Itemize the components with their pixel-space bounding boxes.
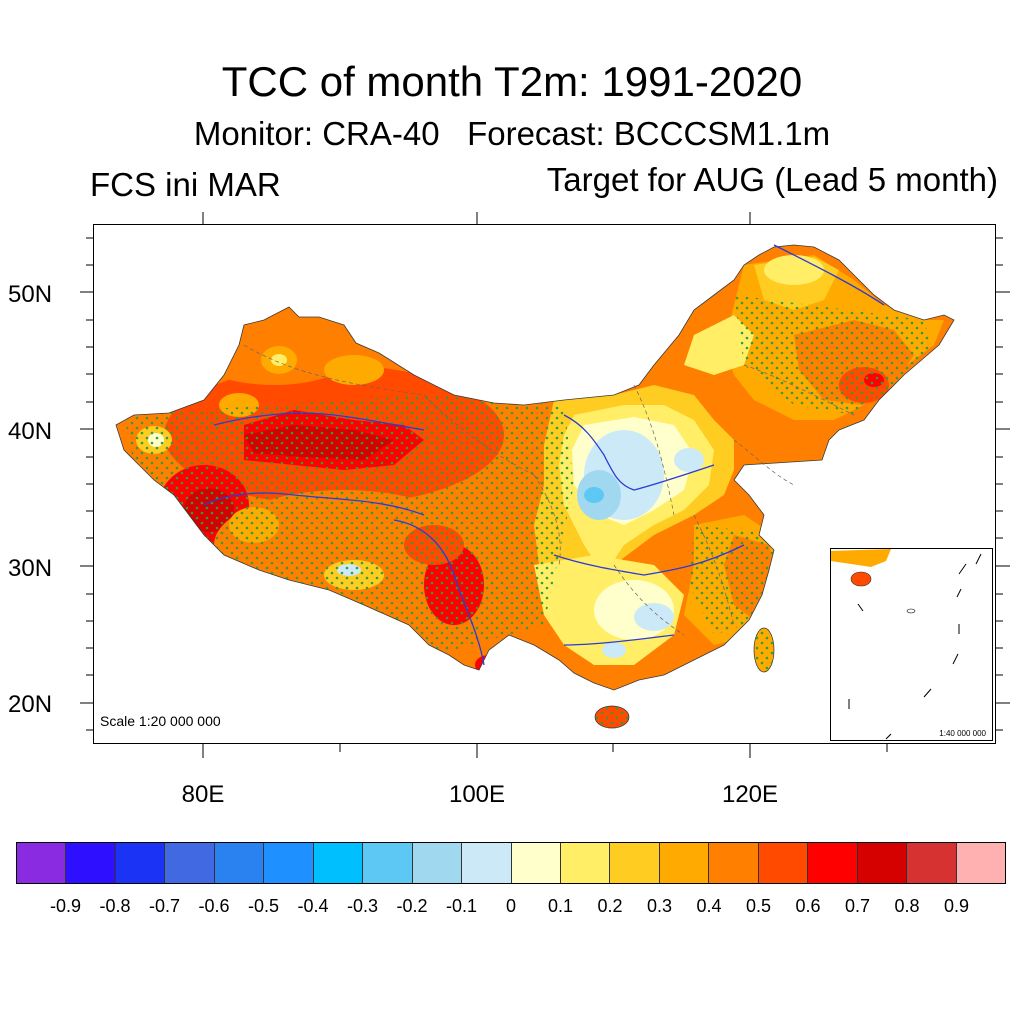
colorbar-cell xyxy=(313,843,364,883)
south-china-sea-inset: 1:40 000 000 xyxy=(830,548,993,741)
colorbar-cell xyxy=(907,843,957,883)
target-label: Target for AUG (Lead 5 month) xyxy=(546,161,998,198)
colorbar-label: -0.3 xyxy=(346,896,379,916)
colorbar-label: 0.4 xyxy=(696,896,722,916)
colorbar-label: -0.5 xyxy=(247,896,280,916)
lat-label-30n: 30N xyxy=(8,555,53,582)
colorbar-cell xyxy=(17,843,67,883)
colorbar-label: 0.8 xyxy=(894,896,920,916)
colorbar-cell xyxy=(412,843,463,883)
inset-scale-text: 1:40 000 000 xyxy=(939,729,986,738)
lon-label-100e: 100E xyxy=(448,781,506,808)
colorbar-cell xyxy=(214,843,265,883)
colorbar-cell xyxy=(758,843,809,883)
lat-label-50n: 50N xyxy=(8,281,53,308)
colorbar-cell xyxy=(264,843,314,883)
colorbar-cell xyxy=(165,843,215,883)
colorbar-label: -0.7 xyxy=(148,896,181,916)
colorbar-label: 0.1 xyxy=(547,896,574,916)
chart-title: TCC of month T2m: 1991-2020 xyxy=(221,58,803,105)
colorbar-label: -0.9 xyxy=(49,896,82,916)
colorbar-cell xyxy=(610,843,660,883)
china-tcc-map xyxy=(115,244,955,729)
colorbar-cell xyxy=(808,843,858,883)
chart-subtitle: Monitor: CRA-40 Forecast: BCCCSM1.1m xyxy=(193,115,831,152)
colorbar-cell xyxy=(462,843,512,883)
colorbar xyxy=(16,842,1006,884)
colorbar-cell xyxy=(857,843,908,883)
lat-label-40n: 40N xyxy=(8,418,53,445)
colorbar-label: 0.2 xyxy=(597,896,623,916)
colorbar-label: -0.4 xyxy=(297,896,329,916)
colorbar-cell xyxy=(511,843,561,883)
colorbar-cell xyxy=(66,843,116,883)
colorbar-label: 0.9 xyxy=(943,896,970,916)
colorbar-label: -0.1 xyxy=(445,896,478,916)
map-scale-text: Scale 1:20 000 000 xyxy=(100,713,221,729)
colorbar-label: -0.6 xyxy=(198,896,230,916)
lat-label-20n: 20N xyxy=(8,691,53,718)
lon-label-120e: 120E xyxy=(721,781,779,808)
init-label: FCS ini MAR xyxy=(90,166,281,203)
colorbar-cell xyxy=(115,843,166,883)
colorbar-label: 0.5 xyxy=(745,896,772,916)
colorbar-label: 0.3 xyxy=(646,896,673,916)
colorbar-cell xyxy=(956,843,1006,883)
lon-label-80e: 80E xyxy=(181,781,225,808)
colorbar-label: 0.6 xyxy=(795,896,821,916)
colorbar-cell xyxy=(659,843,710,883)
map-panel: Scale 1:20 000 000 1:40 000 000 xyxy=(93,224,996,744)
colorbar-labels: -0.9 -0.8 -0.7 -0.6 -0.5 -0.4 -0.3 -0.2 -0.1 0 0.1… xyxy=(16,896,1006,920)
colorbar-label: 0.7 xyxy=(844,896,871,916)
colorbar-label: -0.8 xyxy=(99,896,131,916)
colorbar-cell xyxy=(560,843,611,883)
colorbar-cell xyxy=(363,843,413,883)
colorbar-label: -0.2 xyxy=(396,896,428,916)
inset-map xyxy=(831,549,982,740)
colorbar-cell xyxy=(709,843,759,883)
colorbar-label: 0 xyxy=(505,896,516,916)
